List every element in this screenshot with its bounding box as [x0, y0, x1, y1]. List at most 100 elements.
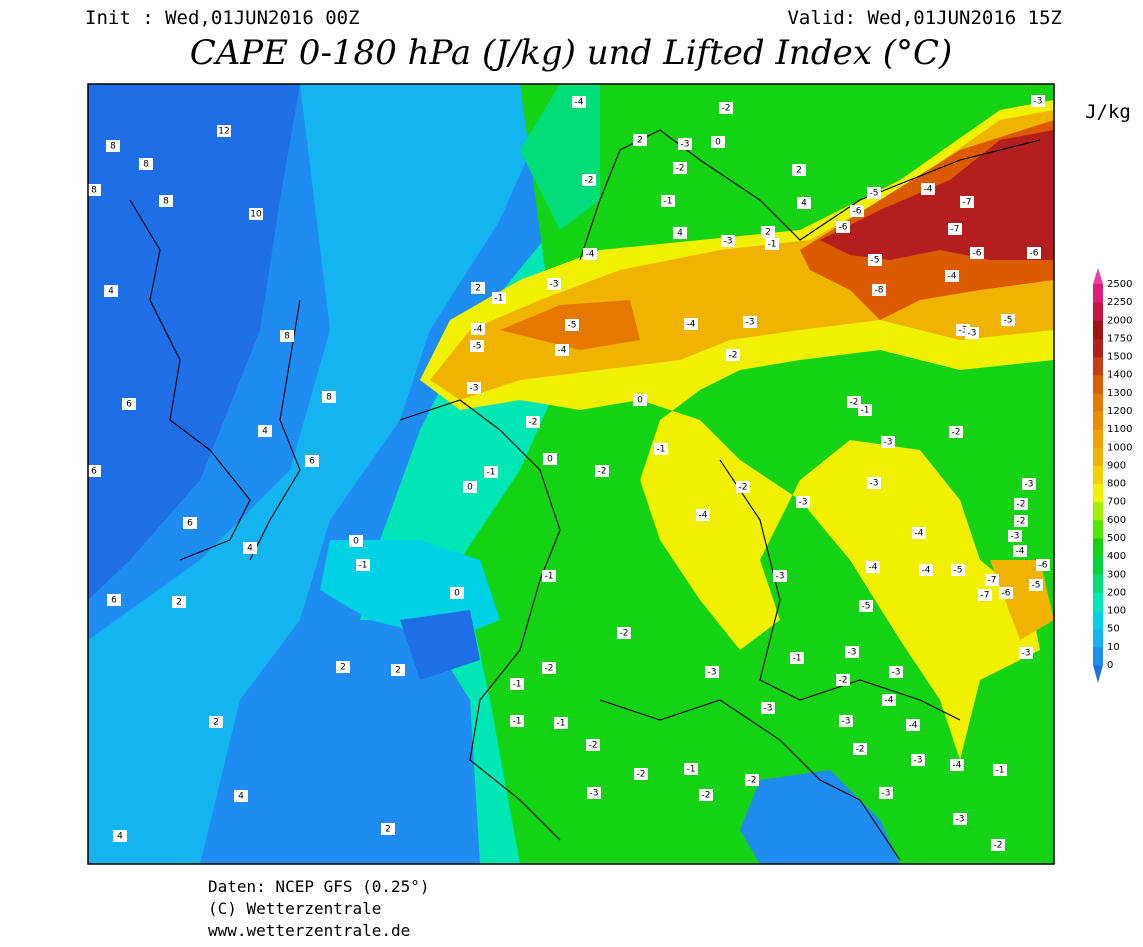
li-label: -2 — [739, 483, 748, 493]
li-label: -3 — [1025, 480, 1034, 490]
li-label: 10 — [250, 210, 262, 220]
colorbar-label: 0 — [1107, 660, 1113, 671]
li-label: 0 — [454, 589, 460, 599]
li-label: -2 — [850, 398, 859, 408]
li-label: -2 — [1017, 517, 1026, 527]
li-label-box — [543, 453, 557, 465]
li-label: 2 — [765, 228, 771, 238]
li-label: -5 — [870, 189, 879, 199]
li-label: -3 — [746, 318, 755, 328]
li-label: -5 — [568, 321, 577, 331]
colorbar-label: 1200 — [1107, 406, 1132, 417]
colorbar-cell — [1093, 628, 1103, 648]
li-label-box — [554, 717, 568, 729]
li-label: -2 — [994, 841, 1003, 851]
colorbar-label: 10 — [1107, 642, 1120, 653]
colorbar-cell — [1093, 646, 1103, 666]
li-label: -6 — [1002, 589, 1011, 599]
colorbar-cell — [1093, 429, 1103, 448]
li-label-box — [678, 138, 692, 150]
li-label: -3 — [724, 237, 733, 247]
li-label: -1 — [495, 294, 504, 304]
li-label-box — [965, 327, 979, 339]
li-label: -2 — [729, 351, 738, 361]
li-label: -4 — [869, 563, 878, 573]
li-label-box — [912, 527, 926, 539]
li-label: -3 — [882, 789, 891, 799]
colorbar-cell — [1093, 465, 1103, 485]
li-label: 0 — [353, 537, 359, 547]
li-label: -4 — [1016, 547, 1025, 557]
li-label: 2 — [176, 598, 182, 608]
colorbar-cell — [1093, 302, 1103, 321]
li-label-box — [765, 238, 779, 250]
colorbar-label: 800 — [1107, 479, 1126, 490]
li-label: -1 — [768, 240, 777, 250]
li-label-box — [699, 789, 713, 801]
li-label-box — [661, 195, 675, 207]
field-cyan — [88, 84, 560, 864]
li-label: 8 — [326, 393, 332, 403]
li-label-box — [960, 196, 974, 208]
li-label: -4 — [922, 566, 931, 576]
li-label-box — [991, 839, 1005, 851]
li-label: -1 — [861, 406, 870, 416]
li-label-box — [510, 678, 524, 690]
li-label-box — [711, 136, 725, 148]
li-label: -3 — [590, 789, 599, 799]
li-label: -1 — [996, 766, 1005, 776]
li-label: -3 — [776, 572, 785, 582]
colorbar-cell — [1093, 538, 1103, 557]
li-label: -2 — [839, 676, 848, 686]
li-label-box — [773, 570, 787, 582]
colorbar-label: 1750 — [1107, 333, 1132, 344]
li-label-box — [565, 319, 579, 331]
li-label: 4 — [117, 832, 123, 842]
li-label: -5 — [862, 602, 871, 612]
li-label-box — [797, 197, 811, 209]
li-label-box — [1019, 647, 1033, 659]
li-label: -4 — [953, 761, 962, 771]
colorbar-label: 900 — [1107, 460, 1126, 471]
colorbar-cell — [1093, 447, 1103, 466]
li-label: -7 — [951, 225, 960, 235]
li-label: -6 — [1039, 561, 1048, 571]
li-label-box — [867, 187, 881, 199]
li-label: -7 — [963, 198, 972, 208]
li-label-box — [113, 830, 127, 842]
colorbar-cell — [1093, 411, 1103, 430]
colorbar-label: 100 — [1107, 606, 1126, 617]
li-label-box — [673, 227, 687, 239]
li-label: 8 — [284, 332, 290, 342]
li-label-box — [234, 790, 248, 802]
li-label-box — [633, 134, 647, 146]
li-label-box — [381, 823, 395, 835]
li-label: 8 — [91, 186, 97, 196]
li-label-box — [839, 715, 853, 727]
colorbar-label: 300 — [1107, 569, 1126, 580]
li-label: -2 — [702, 791, 711, 801]
li-label-box — [1014, 515, 1028, 527]
init-time: Init : Wed,01JUN2016 00Z — [85, 7, 360, 29]
li-label: 6 — [126, 400, 132, 410]
li-label-box — [470, 340, 484, 352]
li-label-box — [258, 425, 272, 437]
li-label: -4 — [575, 98, 584, 108]
li-label-box — [634, 768, 648, 780]
coastlines — [129, 129, 1041, 861]
li-label-box — [583, 248, 597, 260]
li-label-box — [853, 743, 867, 755]
li-label: 4 — [801, 199, 807, 209]
li-label: -1 — [513, 680, 522, 690]
li-label: -4 — [474, 325, 483, 335]
footer-url: www.wetterzentrale.de — [208, 921, 410, 940]
li-label-box — [673, 162, 687, 174]
li-label: 2 — [395, 666, 401, 676]
li-label: -3 — [1011, 532, 1020, 542]
valid-time: Valid: Wed,01JUN2016 15Z — [787, 7, 1062, 29]
li-label: -2 — [676, 164, 685, 174]
li-label-box — [107, 594, 121, 606]
li-label: -1 — [557, 719, 566, 729]
li-label-box — [859, 600, 873, 612]
